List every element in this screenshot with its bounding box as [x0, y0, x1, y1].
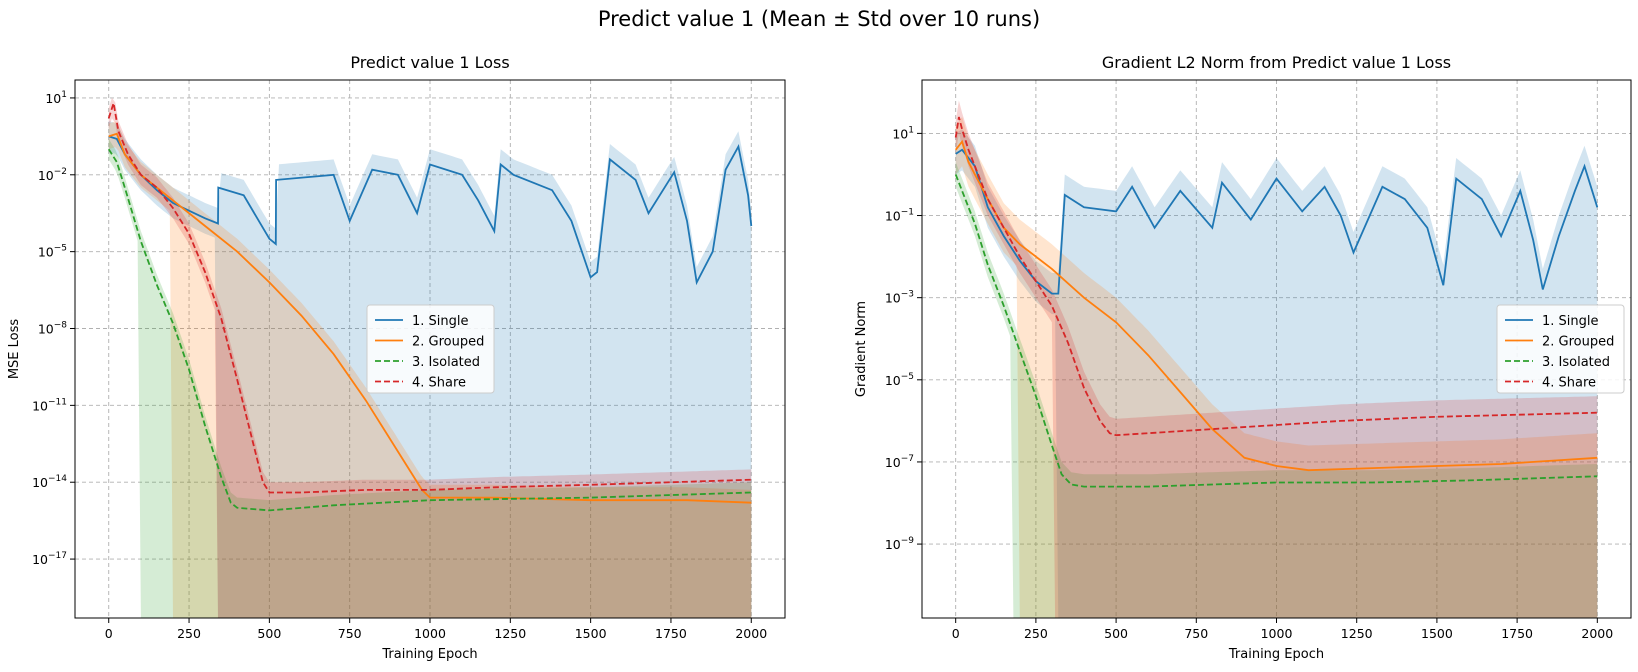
figure-suptitle: Predict value 1 (Mean ± Std over 10 runs…: [598, 7, 1040, 31]
x-tick-label: 1250: [1341, 626, 1373, 641]
series-line-4: [954, 116, 1598, 437]
std-band-2: [108, 121, 752, 618]
legend: 1. Single 2. Grouped 3. Isolated 4. Share: [366, 304, 495, 394]
y-axis-label: Gradient Norm: [854, 301, 869, 397]
legend-label-4: 4. Share: [1542, 376, 1596, 391]
series-line-1: [108, 135, 753, 286]
x-tick-label: 750: [338, 626, 362, 641]
gradient-norm-panel: 0 250 500 750 1000 1250 1500 1750 2000 10−9 10−7 10…: [854, 53, 1632, 662]
y-axis-label: MSE Loss: [7, 319, 22, 380]
std-band-3: [108, 138, 752, 618]
loss-panel: 0 250 500 750 1000 1250 1500 1750 2000 10−17 10−14…: [7, 53, 786, 662]
series-line-2: [108, 132, 752, 504]
y-tick-label: 10−8: [38, 321, 67, 337]
legend-label-3: 3. Isolated: [412, 355, 480, 370]
std-band-1: [955, 129, 1598, 618]
x-tick-label: 0: [952, 626, 960, 641]
legend: 1. Single 2. Grouped 3. Isolated 4. Share: [1496, 304, 1625, 394]
series-line-4: [107, 102, 752, 494]
series-line-1: [955, 148, 1599, 295]
legend-box: [366, 304, 495, 394]
y-tick-label: 10−5: [885, 372, 914, 388]
legend-label-2: 2. Grouped: [412, 335, 484, 350]
x-tick-label: 1500: [575, 626, 607, 641]
legend-label-1: 1. Single: [1542, 314, 1599, 329]
x-tick-label: 1500: [1421, 626, 1453, 641]
x-tick-label: 250: [177, 626, 201, 641]
y-tick-label: 10−7: [885, 454, 914, 470]
y-tick-label: 10−17: [32, 551, 67, 567]
x-tick-label: 1000: [1261, 626, 1293, 641]
x-tick-label: 1000: [414, 626, 446, 641]
std-band-4: [108, 97, 752, 618]
x-axis-label: Training Epoch: [1228, 647, 1324, 662]
series-line-3: [954, 174, 1598, 488]
legend-box: [1496, 304, 1625, 394]
panel-title: Predict value 1 Loss: [350, 53, 509, 72]
x-tick-label: 750: [1184, 626, 1208, 641]
y-tick-label: 101: [45, 90, 67, 106]
x-tick-label: 500: [257, 626, 281, 641]
panel-title: Gradient L2 Norm from Predict value 1 Lo…: [1102, 53, 1451, 72]
y-tick-label: 10−5: [38, 244, 67, 260]
y-tick-label: 10−14: [32, 474, 67, 490]
legend-label-2: 2. Grouped: [1542, 335, 1614, 350]
y-tick-label: 10−3: [885, 290, 914, 306]
x-tick-label: 1250: [494, 626, 526, 641]
series-line-3: [107, 148, 752, 512]
x-axis-label: Training Epoch: [381, 647, 477, 662]
x-tick-label: 2000: [735, 626, 767, 641]
x-tick-label: 500: [1104, 626, 1128, 641]
x-tick-label: 250: [1024, 626, 1048, 641]
std-band-4: [955, 100, 1598, 618]
y-tick-label: 101: [892, 125, 914, 141]
std-band-2: [955, 117, 1598, 618]
y-tick-label: 10−9: [885, 536, 914, 552]
y-tick-label: 10−11: [32, 397, 67, 413]
std-band-3: [955, 162, 1598, 618]
x-tick-label: 2000: [1581, 626, 1613, 641]
legend-label-1: 1. Single: [412, 314, 469, 329]
x-tick-label: 1750: [1501, 626, 1533, 641]
x-tick-label: 1750: [655, 626, 687, 641]
y-tick-label: 10−1: [885, 208, 914, 224]
x-tick-label: 0: [105, 626, 113, 641]
legend-label-4: 4. Share: [412, 376, 466, 391]
legend-label-3: 3. Isolated: [1542, 355, 1610, 370]
series-line-2: [954, 139, 1598, 472]
y-tick-label: 10−2: [38, 167, 67, 183]
